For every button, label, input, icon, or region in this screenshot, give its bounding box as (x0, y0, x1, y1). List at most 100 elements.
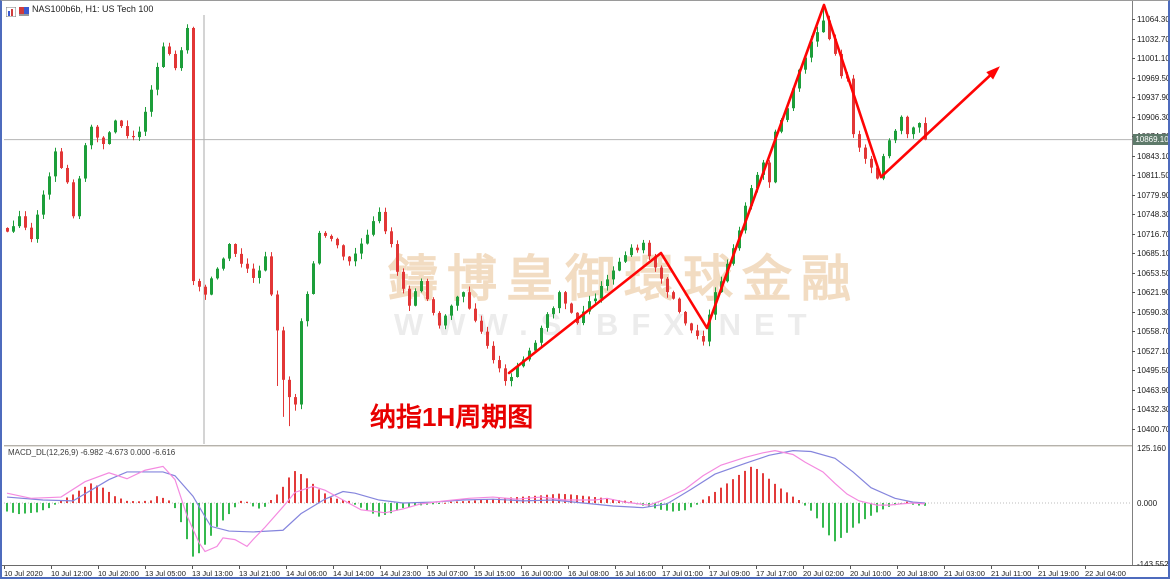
candle-body (798, 69, 801, 89)
candle-body (756, 174, 759, 189)
candle-body (306, 293, 309, 322)
macd-bar (828, 503, 830, 536)
candle-body (162, 46, 165, 67)
candle-body (78, 178, 81, 217)
price-tick-mark (1132, 311, 1135, 313)
candle-body (66, 167, 69, 183)
candle-body (534, 342, 537, 351)
price-tick-label: 10653.50 (1137, 268, 1170, 278)
price-axis[interactable]: 10869.10 11064.30 11032.70 11001.10 10969.5… (1132, 1, 1170, 569)
macd-bar (678, 503, 680, 511)
time-tick-mark (98, 566, 99, 569)
time-tick-mark (239, 566, 240, 569)
macd-bar (600, 497, 602, 503)
candles-group (6, 6, 927, 427)
candle-body (708, 314, 711, 342)
macd-bar (792, 496, 794, 503)
macd-bar (840, 503, 842, 538)
macd-bar (390, 503, 392, 514)
chart-type-icon[interactable] (5, 4, 17, 17)
candle-body (186, 27, 189, 51)
price-tick-mark (1132, 155, 1135, 157)
macd-bar (918, 503, 920, 506)
candle-body (18, 216, 21, 227)
time-tick-mark (4, 566, 5, 569)
candle-body (204, 286, 207, 295)
candle-body (360, 243, 363, 254)
axis-separator-line (2, 565, 1168, 566)
chart-title: NAS100b6b, H1: US Tech 100 (32, 3, 154, 14)
macd-bar (660, 503, 662, 510)
main-price-chart[interactable] (4, 1, 1132, 445)
time-tick-mark (1038, 566, 1039, 569)
macd-bar (384, 503, 386, 515)
macd-bar (324, 493, 326, 503)
macd-bar (738, 474, 740, 503)
candle-body (408, 288, 411, 306)
macd-bar (804, 503, 806, 506)
macd-bar (570, 494, 572, 503)
time-tick-mark (51, 566, 52, 569)
candle-body (600, 285, 603, 299)
macd-bar (204, 503, 206, 545)
candle-body (156, 66, 159, 90)
macd-bar (762, 473, 764, 503)
macd-bar (288, 477, 290, 503)
macd-bar (318, 489, 320, 503)
macd-bar (852, 503, 854, 528)
panel-separator[interactable] (4, 445, 1132, 447)
candle-body (228, 244, 231, 259)
time-tick-mark (286, 566, 287, 569)
macd-bar (216, 503, 218, 527)
candle-body (510, 376, 513, 382)
candle-body (852, 78, 855, 135)
time-tick-label: 17 Jul 17:00 (756, 569, 797, 578)
candle-body (558, 292, 561, 309)
chart-annotation-label: 纳指1H周期图 (370, 402, 534, 432)
price-tick-label: 10969.50 (1137, 73, 1170, 83)
price-tick-label: 10432.30 (1137, 405, 1170, 414)
candle-body (888, 140, 891, 157)
macd-bar (798, 500, 800, 503)
macd-bar (492, 499, 494, 503)
time-tick-mark (333, 566, 334, 569)
candle-body (870, 158, 873, 168)
candle-body (246, 263, 249, 269)
macd-bar (714, 491, 716, 503)
price-tick-mark (1132, 331, 1135, 332)
price-tick-label: 10937.90 (1137, 93, 1170, 102)
macd-bar (246, 501, 248, 503)
macd-bar (444, 502, 446, 504)
macd-indicator-label: MACD_DL(12,26,9) -6.982 -4.673 0.000 -6.… (8, 448, 176, 457)
macd-bar (60, 500, 62, 503)
symbol-flag-icon[interactable] (19, 4, 29, 16)
macd-bar (906, 501, 908, 503)
candle-body (378, 211, 381, 222)
macd-bar (162, 497, 164, 503)
price-tick-mark (1132, 253, 1135, 254)
macd-bar (42, 503, 44, 511)
macd-bar (486, 499, 488, 503)
candle-body (318, 232, 321, 264)
candle-body (612, 270, 615, 280)
macd-bar (864, 503, 866, 520)
candle-body (384, 211, 387, 232)
time-tick-label: 13 Jul 13:00 (192, 569, 233, 578)
time-tick-mark (474, 566, 475, 569)
candle-body (324, 232, 327, 236)
price-tick-label: 10685.10 (1137, 249, 1170, 258)
candle-wick (919, 122, 920, 133)
candle-body (906, 116, 909, 135)
macd-indicator-panel[interactable] (4, 447, 1132, 565)
time-axis[interactable]: 10 Jul 2020 10 Jul 12:00 10 Jul 20:00 13 Ju… (2, 566, 1168, 578)
macd-bar (750, 466, 752, 503)
price-tick-mark (1132, 370, 1135, 371)
time-tick-label: 16 Jul 16:00 (615, 569, 656, 578)
time-tick-label: 10 Jul 20:00 (98, 569, 139, 578)
candle-body (222, 258, 225, 269)
time-tick-mark (145, 566, 146, 569)
macd-bar (474, 500, 476, 503)
time-tick-mark (850, 566, 851, 569)
candle-body (900, 116, 903, 131)
trend-zigzag-line (507, 3, 999, 375)
